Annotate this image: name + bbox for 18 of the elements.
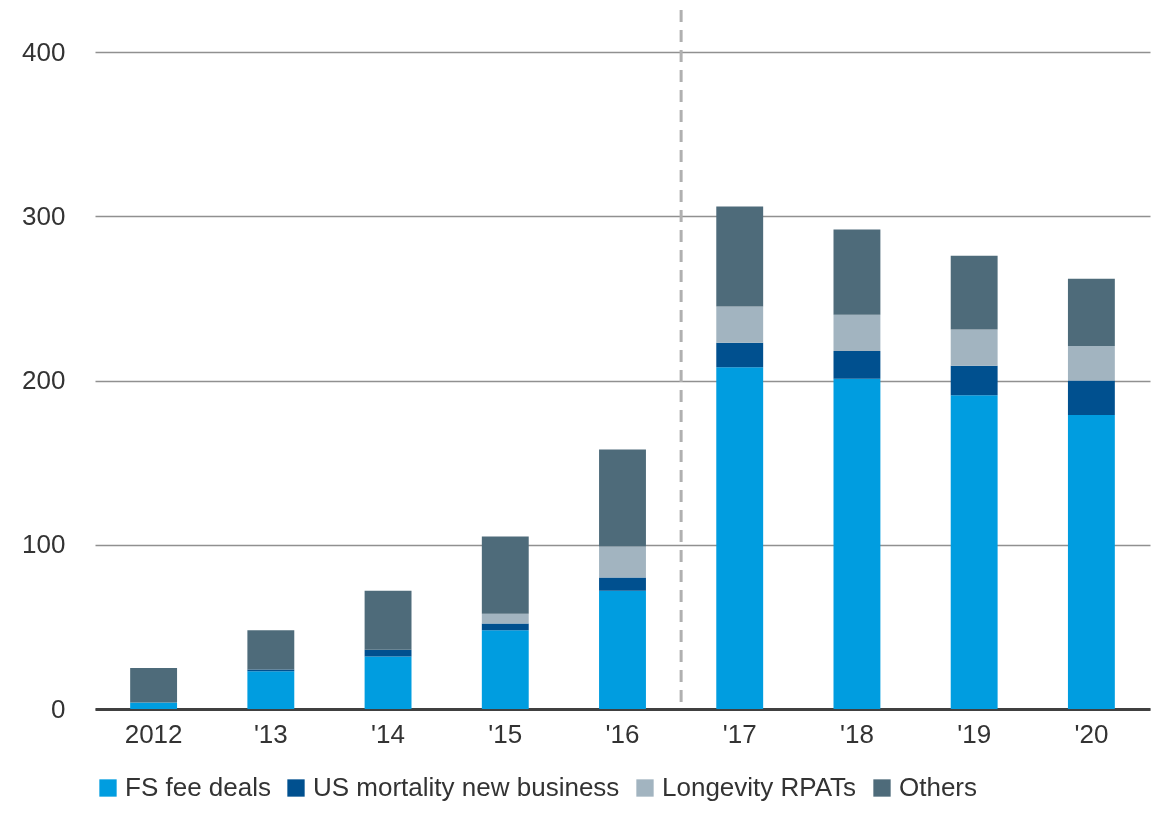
x-tick-label: 2012 <box>124 718 183 749</box>
x-tick-label: '15 <box>488 718 523 749</box>
legend-label: Longevity RPATs <box>662 772 857 802</box>
x-tick-label: '14 <box>371 718 405 749</box>
x-tick-label: '16 <box>605 718 640 749</box>
x-tick-label: '20 <box>1074 718 1109 749</box>
legend-label: Others <box>899 772 978 802</box>
y-tick-label: 100 <box>22 529 66 560</box>
x-tick-label: '19 <box>957 718 992 749</box>
y-tick-label: 0 <box>51 693 66 724</box>
x-tick-label: '13 <box>253 718 288 749</box>
y-tick-label: 400 <box>22 36 66 67</box>
legend-label: US mortality new business <box>313 772 620 802</box>
y-tick-label: 300 <box>22 200 66 231</box>
x-tick-label: '18 <box>840 718 874 749</box>
x-tick-label: '17 <box>722 718 757 749</box>
legend-label: FS fee deals <box>125 772 271 802</box>
y-tick-label: 200 <box>22 365 66 395</box>
